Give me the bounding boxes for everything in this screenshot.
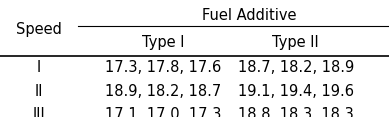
Text: 18.8, 18.3, 18.3: 18.8, 18.3, 18.3 — [238, 107, 354, 117]
Text: Type II: Type II — [272, 35, 319, 50]
Text: 19.1, 19.4, 19.6: 19.1, 19.4, 19.6 — [238, 84, 354, 99]
Text: 17.3, 17.8, 17.6: 17.3, 17.8, 17.6 — [105, 60, 221, 75]
Text: Speed: Speed — [16, 22, 62, 37]
Text: Type I: Type I — [142, 35, 185, 50]
Text: 17.1, 17.0, 17.3: 17.1, 17.0, 17.3 — [105, 107, 222, 117]
Text: Fuel Additive: Fuel Additive — [202, 8, 296, 23]
Text: II: II — [35, 84, 43, 99]
Text: I: I — [37, 60, 41, 75]
Text: III: III — [33, 107, 45, 117]
Text: 18.9, 18.2, 18.7: 18.9, 18.2, 18.7 — [105, 84, 221, 99]
Text: 18.7, 18.2, 18.9: 18.7, 18.2, 18.9 — [238, 60, 354, 75]
